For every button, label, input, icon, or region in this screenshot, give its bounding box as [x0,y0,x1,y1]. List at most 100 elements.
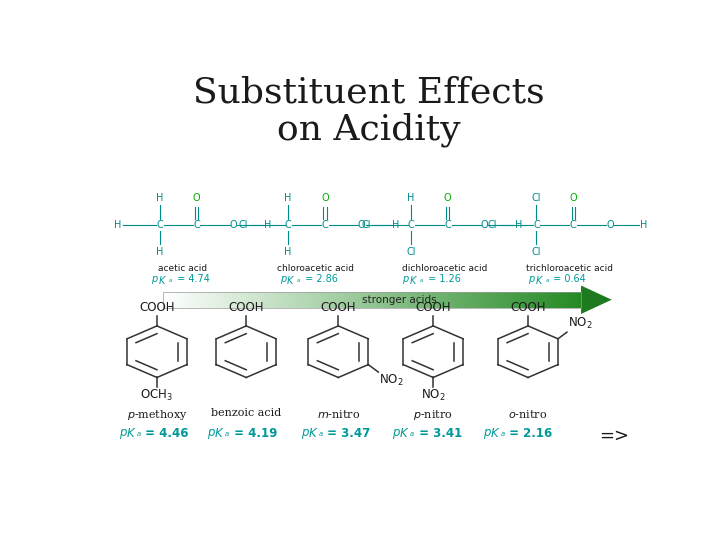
Bar [287,292,289,308]
Text: $K$: $K$ [158,274,167,286]
Bar [405,292,408,308]
Text: $p$: $p$ [402,274,410,286]
Bar [431,292,432,308]
Bar [333,292,335,308]
Bar [166,292,167,308]
Bar [496,292,498,308]
Bar [376,292,378,308]
Bar [504,292,506,308]
Bar [295,292,297,308]
Text: H: H [156,193,163,203]
Bar [294,292,296,308]
Bar [255,292,256,308]
Bar [462,292,464,308]
Bar [373,292,375,308]
Bar [404,292,406,308]
Bar [536,292,539,308]
Bar [422,292,424,308]
Bar [507,292,509,308]
Bar [366,292,368,308]
Bar [235,292,237,308]
Text: COOH: COOH [228,301,264,314]
Bar [516,292,518,308]
Bar [181,292,183,308]
Bar [358,292,360,308]
Text: $K$: $K$ [535,274,544,286]
Bar [256,292,258,308]
Text: $_{a}$: $_{a}$ [318,429,323,438]
Bar [246,292,248,308]
Bar [325,292,328,308]
Bar [486,292,488,308]
Bar [451,292,454,308]
Bar [514,292,516,308]
Text: C: C [193,220,200,230]
Bar [260,292,262,308]
Bar [220,292,222,308]
Bar [552,292,554,308]
Bar [517,292,519,308]
Bar [465,292,467,308]
Bar [523,292,524,308]
Bar [243,292,246,308]
Text: $p$: $p$ [483,427,492,441]
Bar [266,292,268,308]
Bar [495,292,497,308]
Bar [273,292,275,308]
Bar [444,292,446,308]
Text: H: H [284,246,292,256]
Bar [249,292,251,308]
Bar [203,292,205,308]
Bar [365,292,366,308]
Bar [560,292,562,308]
Text: acetic acid: acetic acid [158,265,207,273]
Bar [542,292,544,308]
Text: on Acidity: on Acidity [277,113,461,147]
Bar [227,292,229,308]
Bar [274,292,276,308]
Bar [323,292,325,308]
Bar [383,292,385,308]
Bar [415,292,417,308]
Bar [394,292,396,308]
Bar [242,292,244,308]
Text: $p$: $p$ [301,427,310,441]
Text: $_{a}$: $_{a}$ [136,429,142,438]
Bar [322,292,323,308]
Bar [400,292,402,308]
Polygon shape [581,286,612,314]
Bar [510,292,512,308]
Bar [225,292,228,308]
Bar [206,292,208,308]
Bar [384,292,387,308]
Bar [437,292,439,308]
Text: = 0.64: = 0.64 [550,274,586,284]
Bar [428,292,430,308]
Bar [397,292,399,308]
Bar [253,292,255,308]
Bar [453,292,454,308]
Bar [556,292,558,308]
Bar [511,292,513,308]
Text: $K$: $K$ [214,427,225,440]
Bar [500,292,502,308]
Text: NO$_2$: NO$_2$ [421,388,446,403]
Bar [467,292,469,308]
Bar [438,292,441,308]
Bar [261,292,264,308]
Bar [398,292,400,308]
Bar [217,292,219,308]
Text: NO$_2$: NO$_2$ [568,316,593,332]
Bar [334,292,336,308]
Text: Cl: Cl [239,220,248,230]
Bar [316,292,318,308]
Bar [267,292,269,308]
Text: Cl: Cl [531,193,541,203]
Bar [441,292,444,308]
Text: $m$-nitro: $m$-nitro [317,408,360,420]
Bar [185,292,186,308]
Bar [199,292,201,308]
Bar [395,292,397,308]
Bar [221,292,223,308]
Bar [303,292,305,308]
